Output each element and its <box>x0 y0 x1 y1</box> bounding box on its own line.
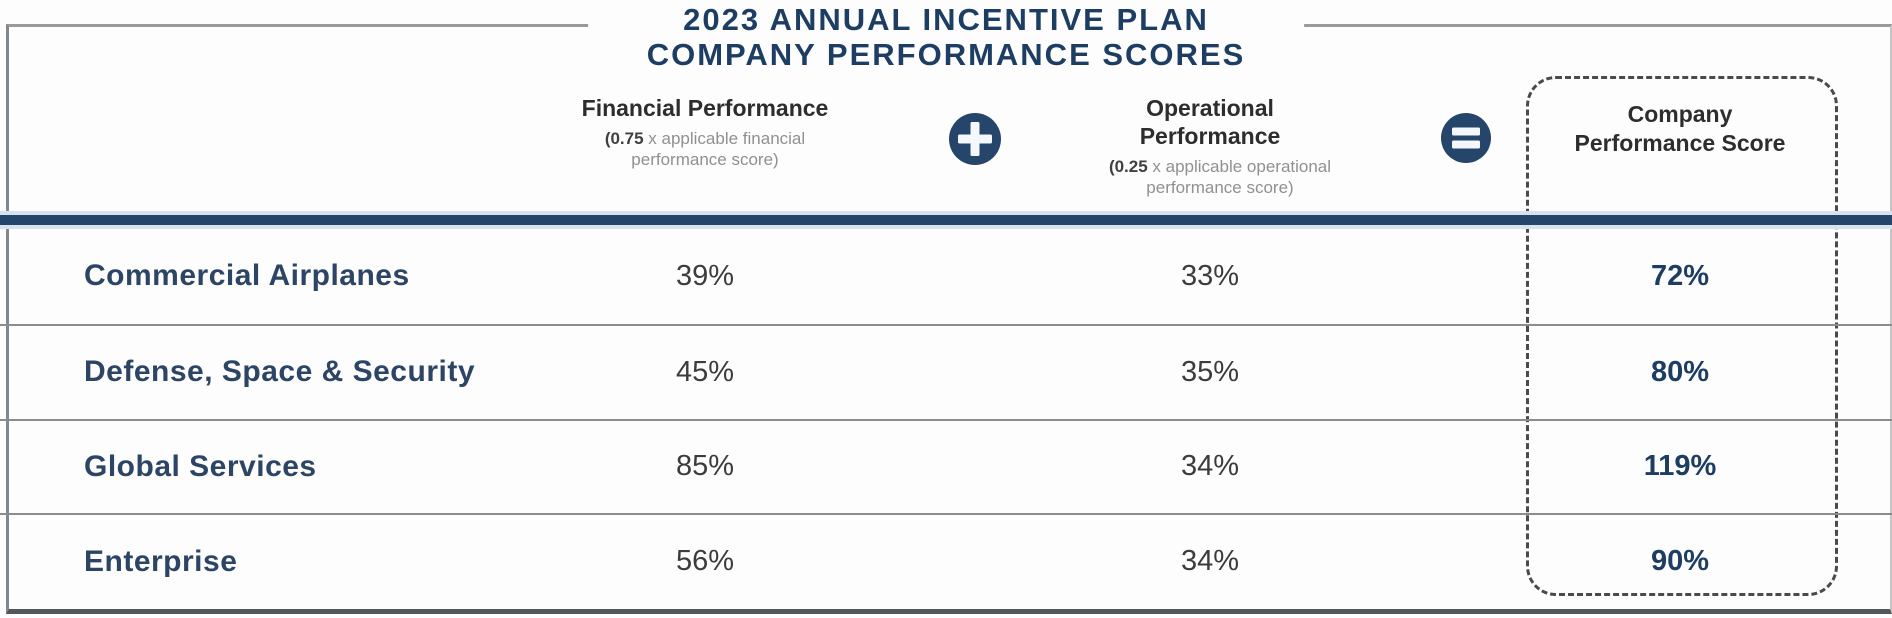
financial-value: 85% <box>675 450 735 483</box>
row-label: Enterprise <box>84 544 238 578</box>
table-row: Defense, Space & Security 45% 35% 80% <box>0 323 1892 419</box>
row-label: Defense, Space & Security <box>84 355 476 389</box>
financial-performance-label: Financial Performance <box>581 95 829 121</box>
table-row: Enterprise 56% 34% 90% <box>0 513 1892 608</box>
company-score-value: 119% <box>1643 450 1717 483</box>
financial-weight: (0.75 <box>604 129 644 148</box>
financial-value: 56% <box>675 545 735 578</box>
column-header-financial: Financial Performance (0.75 x applicable… <box>555 86 855 198</box>
page-title-line2: COMPANY PERFORMANCE SCORES <box>646 37 1246 72</box>
operational-performance-label: Operational Performance <box>1139 95 1281 149</box>
operational-value: 34% <box>1180 450 1240 483</box>
operational-value: 34% <box>1180 545 1240 578</box>
table-header-row: Financial Performance (0.75 x applicable… <box>0 86 1892 198</box>
table-body: Commercial Airplanes 39% 33% 72% Defense… <box>0 229 1892 608</box>
column-header-operational: Operational Performance (0.25 x applicab… <box>1095 86 1331 198</box>
financial-value: 45% <box>675 355 735 388</box>
column-header-company-score: Company Performance Score <box>1526 100 1834 198</box>
financial-formula-rest: x applicable financial performance score… <box>631 129 806 169</box>
operational-formula-text: (0.25 x applicable operational performan… <box>1095 156 1345 198</box>
plus-icon <box>855 112 1095 198</box>
financial-value: 39% <box>675 259 735 292</box>
header-separator-bar <box>0 211 1892 229</box>
company-score-label-line1: Company <box>1627 101 1733 127</box>
company-score-value: 90% <box>1650 545 1710 578</box>
header-spacer-right <box>1834 86 1892 198</box>
equals-icon <box>1365 112 1566 198</box>
company-score-highlight-box <box>1526 76 1838 596</box>
operational-value: 35% <box>1180 355 1240 388</box>
table-row: Commercial Airplanes 39% 33% 72% <box>0 229 1892 324</box>
operational-formula-rest: x applicable operational performance sco… <box>1146 157 1332 197</box>
page-title-line1: 2023 ANNUAL INCENTIVE PLAN <box>588 2 1304 38</box>
header-spacer <box>0 86 555 198</box>
company-score-value: 80% <box>1650 355 1710 388</box>
row-label: Commercial Airplanes <box>84 259 410 293</box>
operational-value: 33% <box>1180 259 1240 292</box>
company-score-label-line2: Performance Score <box>1574 130 1786 156</box>
company-score-value: 72% <box>1650 259 1710 292</box>
operational-weight: (0.25 <box>1108 157 1148 176</box>
table-row: Global Services 85% 34% 119% <box>0 418 1892 514</box>
row-label: Global Services <box>84 449 317 483</box>
financial-formula-text: (0.75 x applicable financial performance… <box>580 128 830 170</box>
